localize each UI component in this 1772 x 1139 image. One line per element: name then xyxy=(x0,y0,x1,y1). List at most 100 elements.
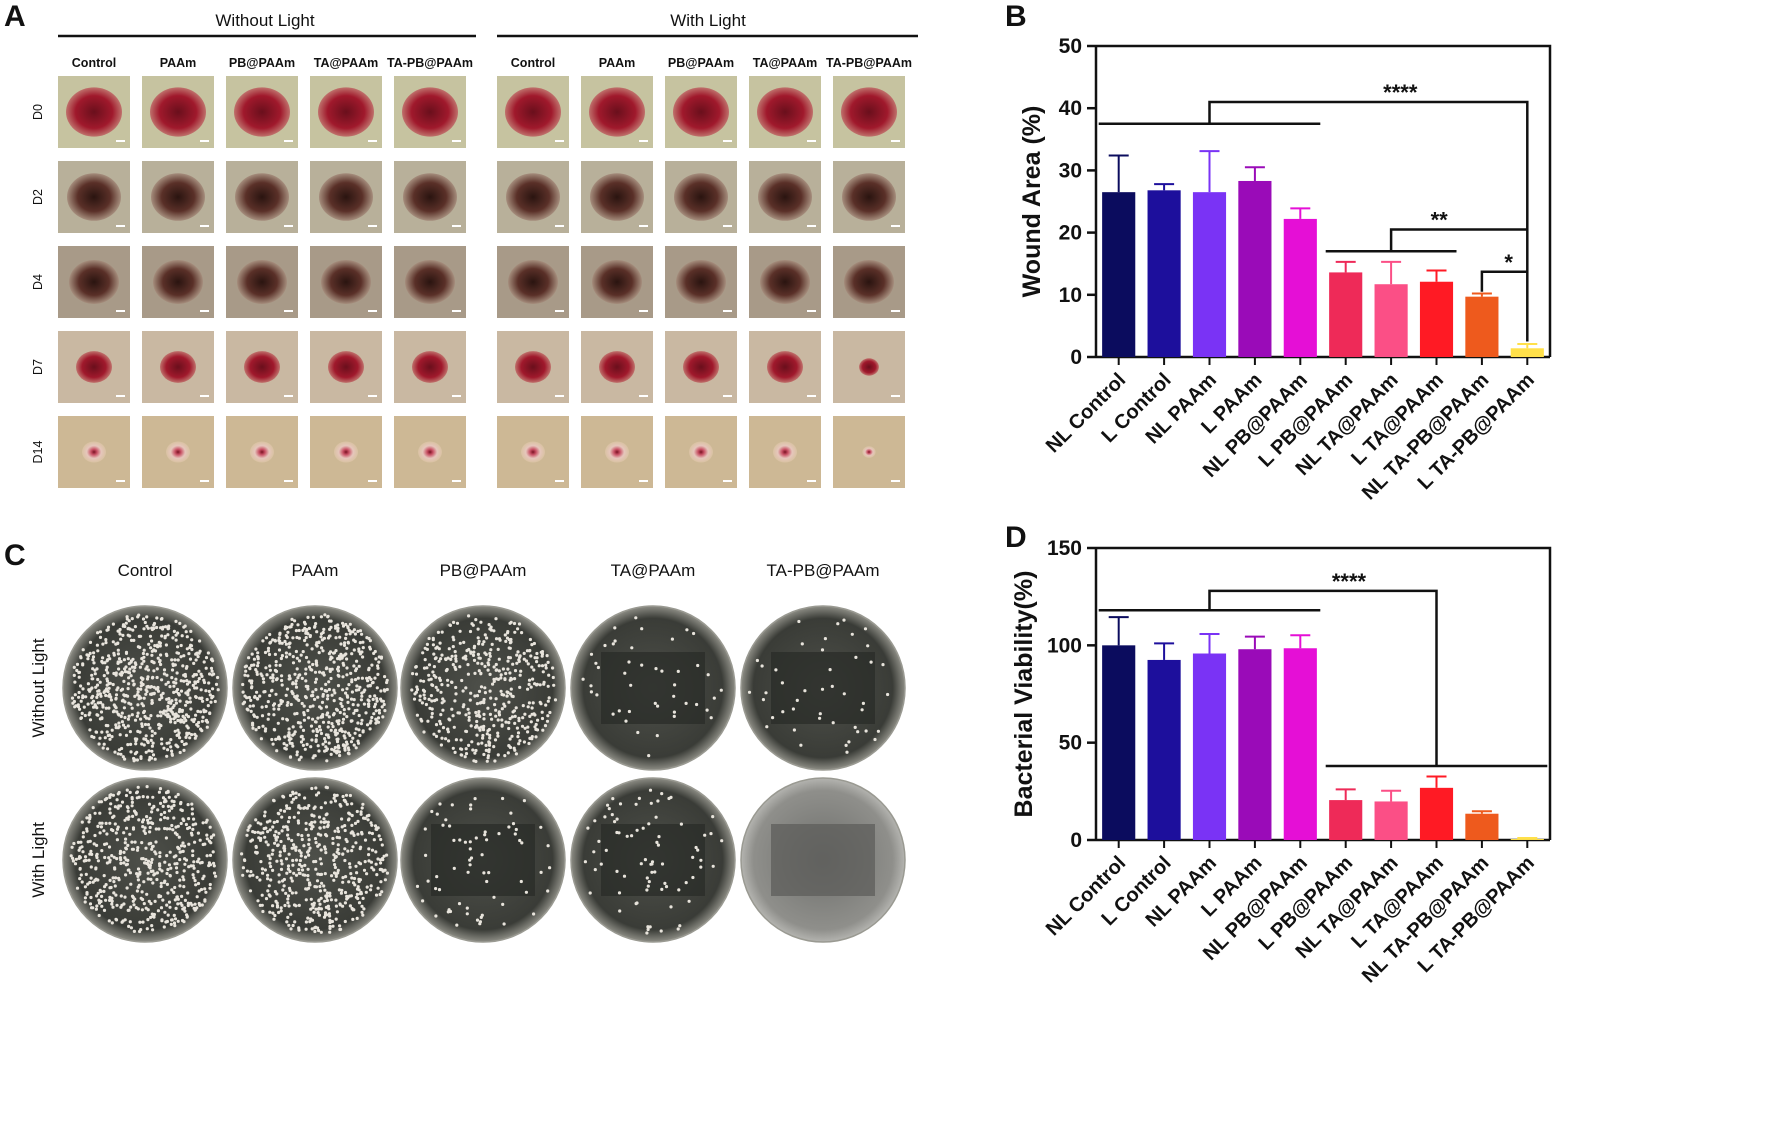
panel-a-column-label: PB@PAAm xyxy=(229,56,295,70)
y-tick-label: 0 xyxy=(1070,346,1082,369)
bar xyxy=(1192,653,1227,840)
wound-spot xyxy=(244,351,280,383)
wound-spot xyxy=(589,87,645,137)
wound-spot xyxy=(673,87,729,137)
panel-a-column-label: PAAm xyxy=(160,56,197,70)
panel-c-letter: C xyxy=(4,539,26,572)
wound-spot xyxy=(151,173,205,221)
y-axis-label: Wound Area (%) xyxy=(1018,106,1046,298)
wound-spot xyxy=(599,351,635,383)
wound-spot xyxy=(250,441,274,463)
wound-spot xyxy=(69,260,119,304)
wound-spot xyxy=(844,260,894,304)
significance-bracket xyxy=(1208,100,1529,342)
bacterial-colonies xyxy=(747,618,890,754)
bar xyxy=(1283,648,1317,840)
y-tick-label: 50 xyxy=(1059,732,1082,755)
wound-spot xyxy=(590,173,644,221)
panel-a-photo-grid: Control PAAm PB@PAAm TA@PAAm TA-PB@PAAm Contr… xyxy=(31,56,912,488)
wound-spot xyxy=(592,260,642,304)
bar xyxy=(1147,190,1181,357)
y-tick-label: 0 xyxy=(1070,829,1082,852)
panel-c-column-label: Control xyxy=(118,561,173,580)
panel-a-letter: A xyxy=(4,0,26,33)
wound-spot xyxy=(328,351,364,383)
wound-spot xyxy=(676,260,726,304)
wound-spot xyxy=(605,441,629,463)
wound-spot xyxy=(403,173,457,221)
significance-marker: * xyxy=(1504,250,1513,275)
significance-bracket xyxy=(1480,270,1528,292)
panel-c-row-label: Without Light xyxy=(29,638,48,737)
wound-spot xyxy=(505,87,561,137)
wound-spot xyxy=(66,87,122,137)
panel-c-row-label: With Light xyxy=(29,822,48,898)
wound-spot xyxy=(76,351,112,383)
bar xyxy=(1465,296,1499,357)
panel-a-row-label: D2 xyxy=(31,189,45,205)
panel-a-row-label: D4 xyxy=(31,274,45,290)
y-tick-label: 50 xyxy=(1059,35,1082,58)
panel-a-column-label: PB@PAAm xyxy=(668,56,734,70)
culture-plate xyxy=(62,605,228,771)
bacterial-colonies xyxy=(240,785,389,934)
wound-spot xyxy=(760,260,810,304)
bar xyxy=(1192,192,1227,357)
panel-a-row-label: D0 xyxy=(31,104,45,120)
bar xyxy=(1465,813,1499,840)
bar xyxy=(1238,180,1272,357)
significance-bracket xyxy=(1096,44,1552,357)
bar xyxy=(1329,272,1363,357)
wound-spot xyxy=(506,173,560,221)
bacterial-colonies xyxy=(70,613,220,763)
y-tick-label: 150 xyxy=(1047,537,1082,560)
wound-spot xyxy=(842,173,896,221)
bar xyxy=(1419,281,1454,357)
wound-spot xyxy=(412,351,448,383)
hydrogel-patch xyxy=(601,652,705,724)
wound-spot xyxy=(160,351,196,383)
wound-spot xyxy=(405,260,455,304)
panel-a-column-label: Control xyxy=(72,56,116,70)
panel-a-column-label: TA-PB@PAAm xyxy=(826,56,912,70)
culture-plate xyxy=(400,605,566,771)
bar xyxy=(1374,284,1408,357)
panel-c-column-label: TA@PAAm xyxy=(611,561,696,580)
panel-a-column-label: TA@PAAm xyxy=(314,56,379,70)
wound-spot xyxy=(334,441,358,463)
panel-a-group-title-with-light: With Light xyxy=(670,11,746,30)
bar xyxy=(1510,839,1544,840)
significance-bracket xyxy=(1389,228,1528,252)
wound-spot xyxy=(235,173,289,221)
bacterial-colonies xyxy=(415,796,552,927)
y-tick-label: 10 xyxy=(1059,284,1082,307)
wound-spot xyxy=(321,260,371,304)
wound-spot xyxy=(153,260,203,304)
y-tick-label: 100 xyxy=(1047,634,1082,657)
wound-spot xyxy=(683,351,719,383)
culture-plate xyxy=(232,777,398,943)
wound-spot xyxy=(767,351,803,383)
wound-spot xyxy=(166,441,190,463)
wound-spot xyxy=(150,87,206,137)
wound-spot xyxy=(521,441,545,463)
panel-a-column-label: Control xyxy=(511,56,555,70)
wound-spot xyxy=(418,441,442,463)
y-axis-label: Bacterial Viability(%) xyxy=(1010,571,1038,818)
wound-spot xyxy=(515,351,551,383)
bar xyxy=(1419,787,1454,840)
panel-c-column-label: TA-PB@PAAm xyxy=(767,561,880,580)
significance-marker: **** xyxy=(1383,80,1418,105)
culture-plate xyxy=(232,605,398,771)
panel-d-letter: D xyxy=(1005,521,1027,554)
y-tick-label: 30 xyxy=(1059,159,1082,182)
wound-spot xyxy=(674,173,728,221)
panel-a-row-label: D14 xyxy=(31,440,45,463)
bar xyxy=(1238,649,1272,840)
bacterial-colonies xyxy=(410,614,558,764)
bar xyxy=(1510,348,1544,357)
wound-spot xyxy=(508,260,558,304)
